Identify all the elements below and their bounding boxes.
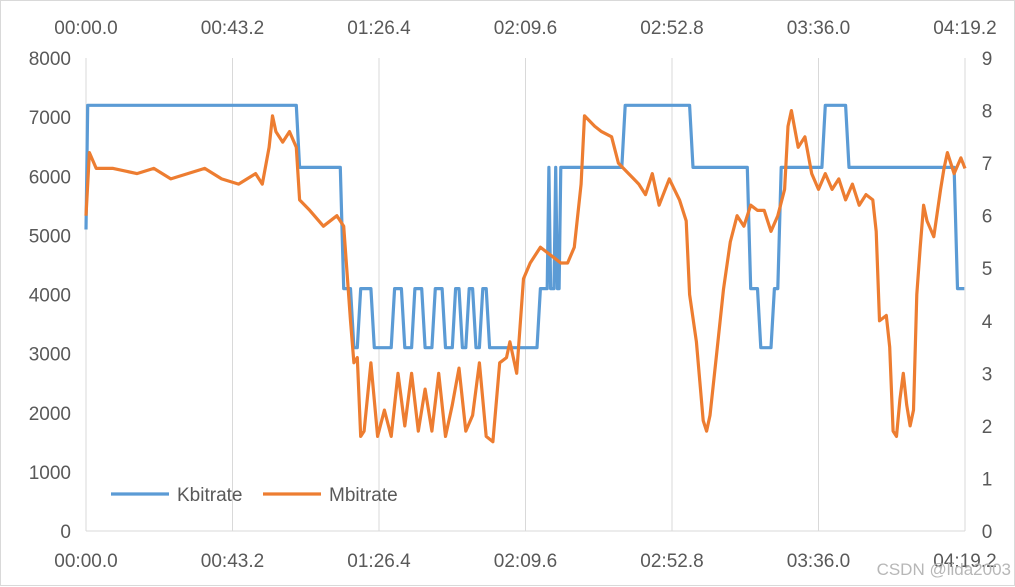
y-tick-label-left: 7000 — [29, 108, 71, 129]
x-tick-label-bottom: 00:43.2 — [201, 551, 264, 572]
x-tick-label-top: 01:26.4 — [347, 18, 411, 39]
series-lines — [84, 103, 967, 444]
y-tick-label-right: 4 — [982, 312, 993, 333]
x-tick-label-top: 04:19.2 — [933, 18, 996, 39]
kbitrate-line — [84, 103, 965, 350]
y-tick-label-right: 2 — [982, 417, 993, 438]
y-tick-label-left: 3000 — [29, 345, 71, 366]
y-tick-label-left: 1000 — [29, 463, 71, 484]
mbitrate-line — [84, 109, 967, 444]
gridlines — [232, 58, 819, 531]
y-tick-label-right: 6 — [982, 207, 993, 228]
y-tick-label-left: 0 — [60, 522, 71, 543]
x-tick-label-bottom: 02:52.8 — [640, 551, 703, 572]
legend-label-kbitrate: Kbitrate — [177, 485, 242, 506]
y-tick-label-left: 5000 — [29, 226, 71, 247]
legend: Kbitrate Mbitrate — [111, 485, 398, 506]
x-tick-label-top: 02:52.8 — [640, 18, 703, 39]
y-tick-label-right: 1 — [982, 469, 993, 490]
x-tick-label-top: 00:00.0 — [54, 18, 117, 39]
y-tick-label-right: 0 — [982, 522, 993, 543]
x-tick-label-bottom: 03:36.0 — [787, 551, 850, 572]
x-tick-label-bottom: 04:19.2 — [933, 551, 996, 572]
x-tick-label-bottom: 01:26.4 — [347, 551, 411, 572]
x-tick-label-top: 00:43.2 — [201, 18, 264, 39]
x-tick-label-bottom: 02:09.6 — [494, 551, 557, 572]
legend-label-mbitrate: Mbitrate — [329, 485, 398, 506]
y-tick-label-left: 2000 — [29, 404, 71, 425]
y-tick-label-left: 4000 — [29, 286, 71, 307]
x-tick-label-top: 02:09.6 — [494, 18, 557, 39]
y-tick-label-right: 9 — [982, 49, 993, 70]
y-tick-label-right: 8 — [982, 102, 993, 123]
x-tick-label-top: 03:36.0 — [787, 18, 850, 39]
axes: 00:00.0 00:00.0 00:43.2 00:43.2 01:26.4 01:26… — [29, 18, 997, 572]
y-tick-label-left: 6000 — [29, 167, 71, 188]
y-tick-label-right: 5 — [982, 259, 993, 280]
watermark-text: CSDN @lida2003 — [877, 560, 1011, 579]
x-tick-label-bottom: 00:00.0 — [54, 551, 117, 572]
y-tick-label-right: 3 — [982, 364, 993, 385]
y-tick-label-left: 8000 — [29, 49, 71, 70]
y-tick-label-right: 7 — [982, 154, 993, 175]
